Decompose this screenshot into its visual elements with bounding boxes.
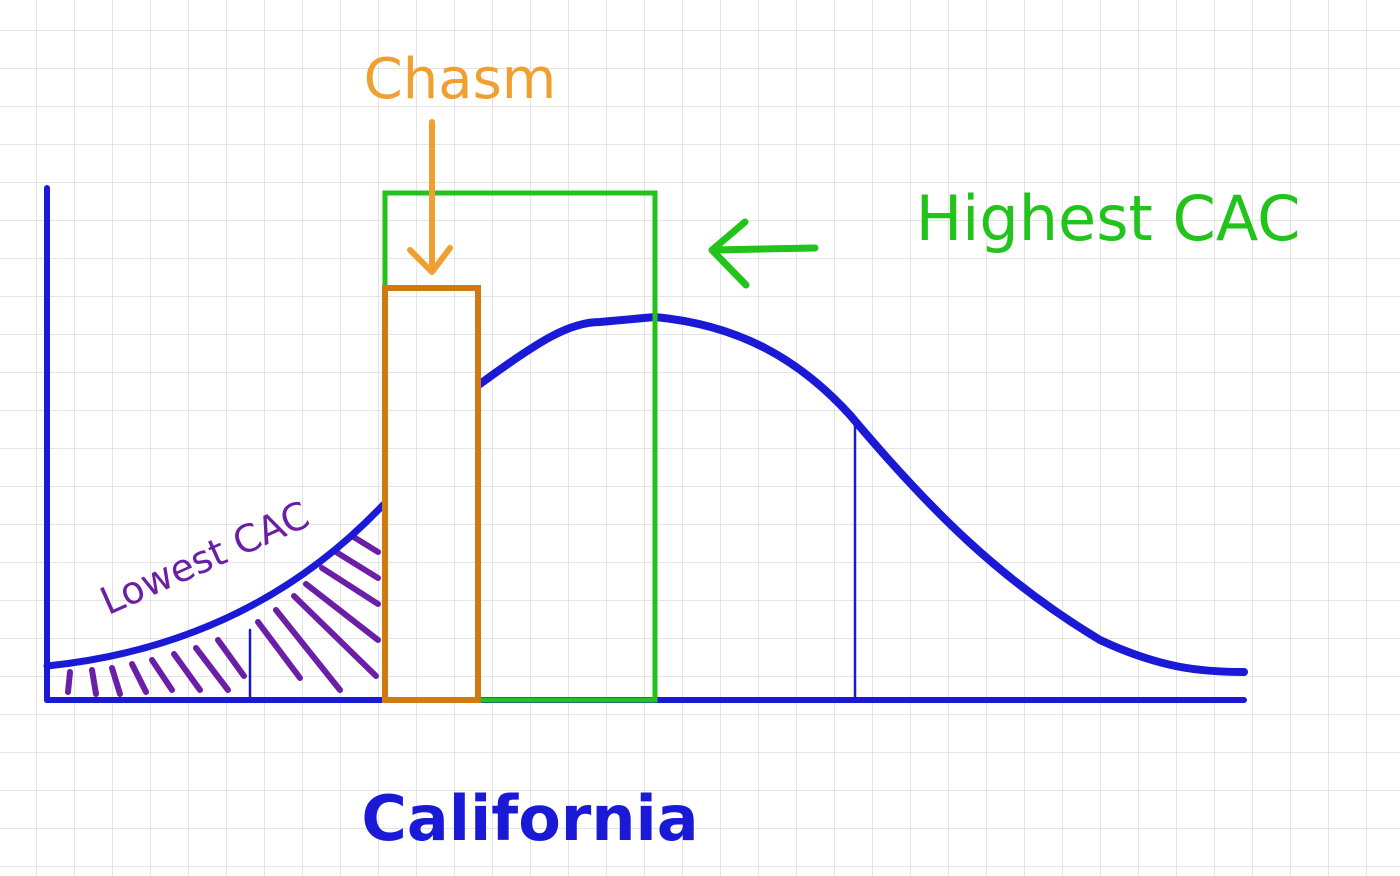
highest-cac-label: Highest CAC [916,182,1301,255]
adoption-curve [43,312,1248,702]
chasm-box [382,119,481,703]
x-axis-label: California [361,782,698,855]
hatching [65,533,381,697]
chasm-label: Chasm [364,47,557,112]
